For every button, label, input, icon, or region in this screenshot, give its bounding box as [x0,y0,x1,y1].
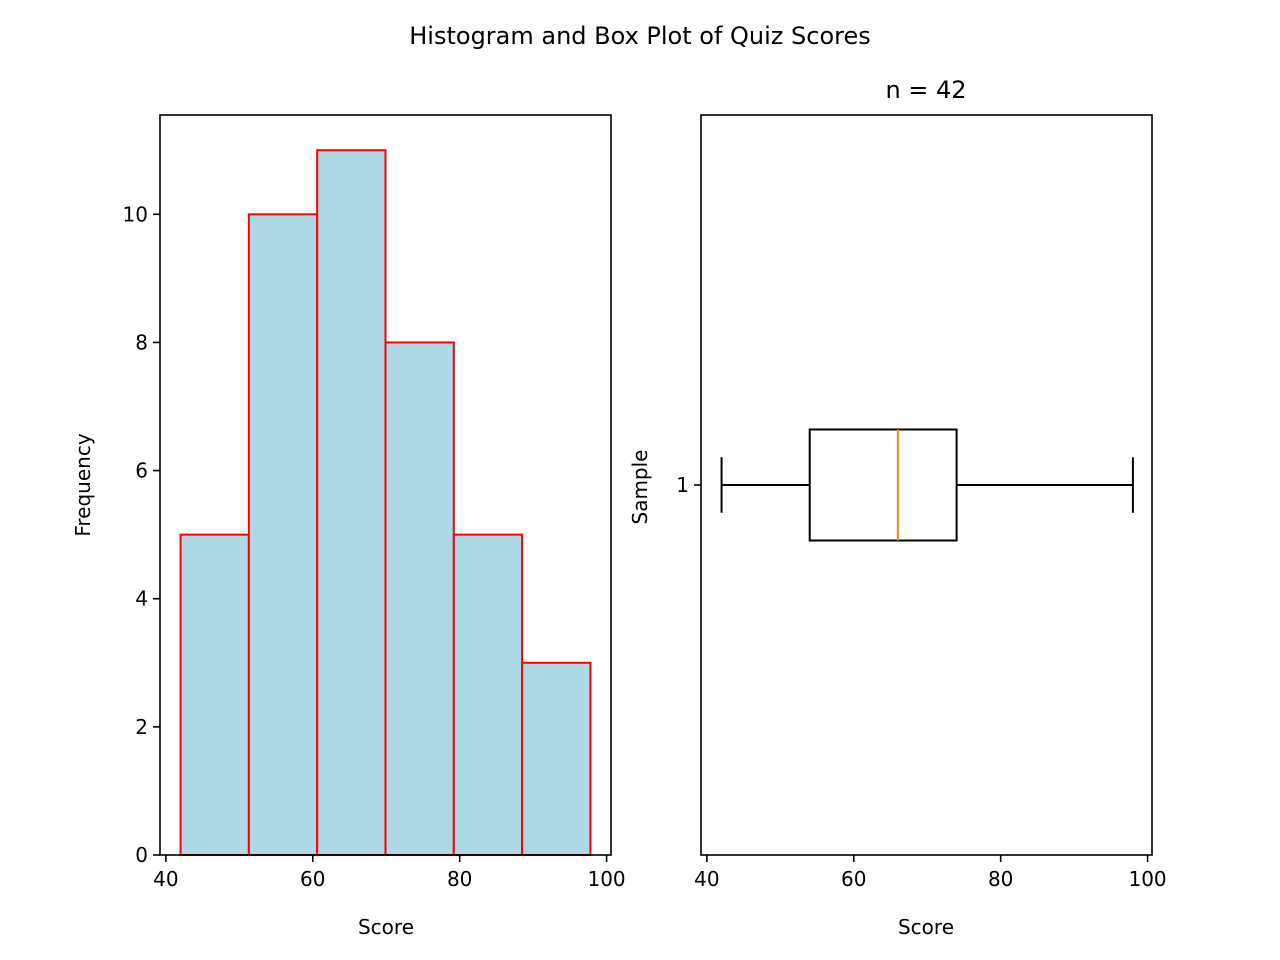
x-tick-label: 100 [1128,867,1166,891]
boxplot-title: n = 42 [885,76,966,104]
boxplot-y-axis-label: Sample [628,450,652,525]
histogram-x-axis-label: Score [358,915,414,939]
y-tick-label: 0 [135,843,148,867]
x-tick-label: 60 [841,867,866,891]
histogram-bar [521,661,592,857]
x-tick-label: 40 [153,867,178,891]
histogram-bar [316,149,387,856]
y-tick-label: 2 [135,715,148,739]
boxplot-marks [720,428,1134,542]
y-tick-label: 1 [676,473,689,497]
y-tick-label: 10 [123,202,148,226]
boxplot-panel: n = 42 40 60 80 100 1 Score Sample [628,76,1167,939]
figure-title: Histogram and Box Plot of Quiz Scores [409,22,871,50]
boxplot-x-ticks: 40 60 80 100 [694,855,1167,891]
y-tick-label: 8 [135,330,148,354]
y-tick-label: 6 [135,459,148,483]
boxplot-x-axis-label: Score [898,915,954,939]
histogram-bar [384,341,455,857]
histogram-bar [452,533,524,856]
iqr-box [808,428,958,542]
x-tick-label: 40 [694,867,719,891]
x-tick-label: 80 [447,867,472,891]
boxplot-y-ticks: 1 [676,473,701,497]
x-tick-label: 100 [587,867,625,891]
histogram-bars [179,149,592,857]
histogram-bar [179,533,250,856]
histogram-bar [247,213,319,856]
y-tick-label: 4 [135,587,148,611]
histogram-y-axis-label: Frequency [71,433,95,536]
histogram-x-ticks: 40 60 80 100 [153,855,626,891]
histogram-panel: 40 60 80 100 0 2 4 6 8 10 Score Frequency [71,114,626,939]
histogram-axes-frame [159,114,612,856]
x-tick-label: 80 [988,867,1013,891]
histogram-y-ticks: 0 2 4 6 8 10 [123,202,160,867]
x-tick-label: 60 [300,867,325,891]
